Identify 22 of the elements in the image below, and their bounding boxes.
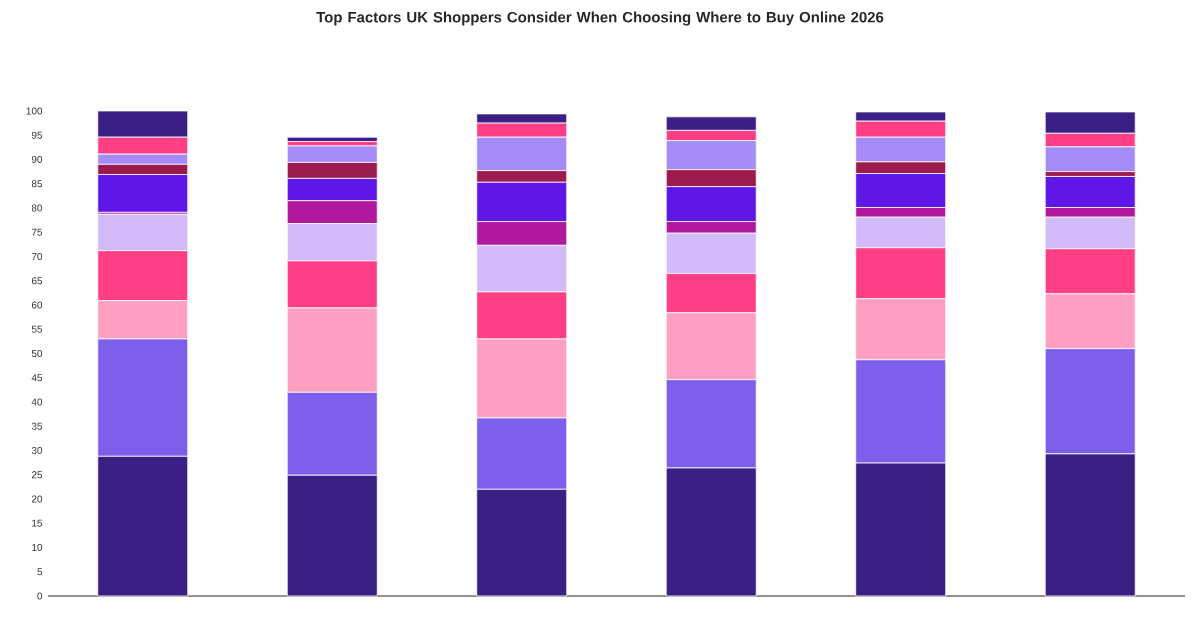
y-tick-label: 70 bbox=[31, 252, 43, 261]
y-tick-label: 5 bbox=[37, 568, 43, 576]
chart-title: Top Factors UK Shoppers Consider When Choosing Where to Buy Online 2026 bbox=[316, 11, 884, 26]
y-tick-label: 25 bbox=[31, 471, 43, 479]
y-tick-label: 80 bbox=[31, 204, 43, 212]
y-tick-label: 90 bbox=[31, 155, 43, 164]
y-tick-label: 95 bbox=[31, 131, 43, 139]
y-tick-label: 65 bbox=[31, 277, 43, 285]
y-tick-label: 30 bbox=[31, 446, 43, 455]
y-tick-label: 15 bbox=[32, 519, 43, 527]
y-tick-label: 40 bbox=[31, 398, 43, 406]
y-tick-label: 50 bbox=[31, 349, 43, 358]
y-tick-label: 55 bbox=[31, 325, 43, 333]
y-tick-label: 10 bbox=[32, 543, 43, 552]
y-tick-label: 45 bbox=[31, 374, 43, 382]
y-tick-label: 20 bbox=[31, 495, 43, 503]
y-tick-label: 0 bbox=[37, 592, 43, 600]
y-tick-label: 75 bbox=[31, 228, 43, 236]
y-tick-label: 35 bbox=[31, 422, 43, 430]
y-tick-label: 60 bbox=[31, 301, 43, 309]
y-tick-label: 85 bbox=[31, 180, 43, 188]
y-tick-label: 100 bbox=[26, 107, 43, 115]
